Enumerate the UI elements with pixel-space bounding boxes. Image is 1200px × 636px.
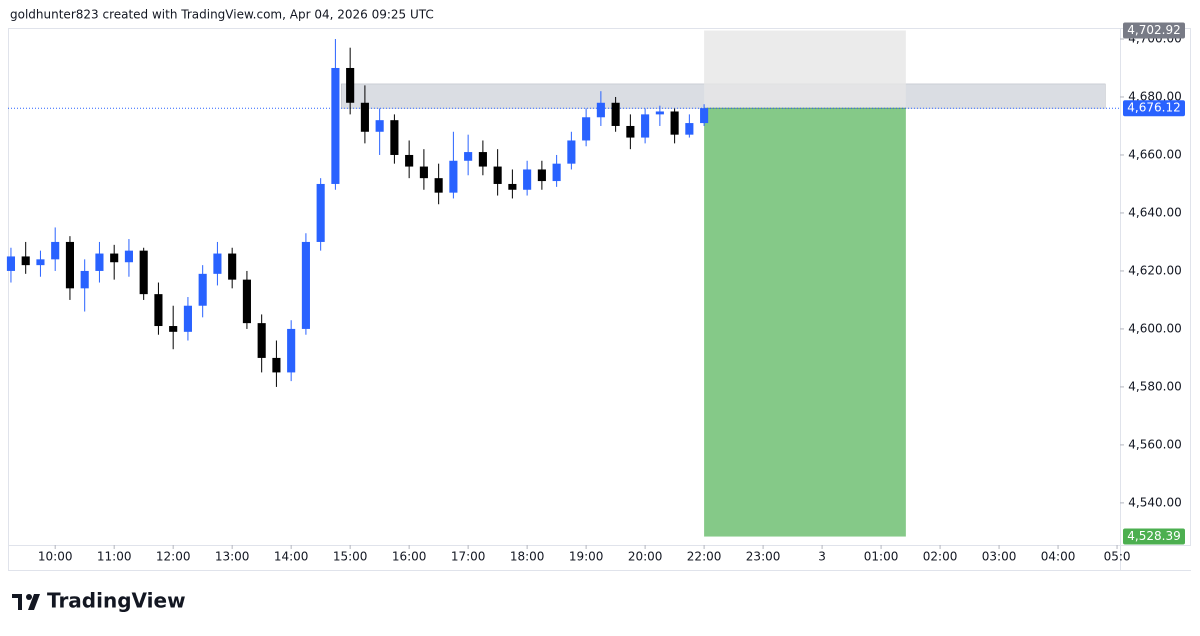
candle-body xyxy=(523,169,532,190)
logo-shape xyxy=(26,594,32,600)
x-tick-label: 12:00 xyxy=(156,550,191,564)
candle-body xyxy=(360,102,369,132)
y-tick-label: 4,580.00 xyxy=(1128,379,1181,393)
axes: 4,540.00 4,560.00 4,580.00 4,600.00 4,620.00… xyxy=(38,22,1200,570)
x-tick-label: 02:00 xyxy=(923,550,958,564)
x-tick-label: 22:00 xyxy=(687,550,722,564)
candle-body xyxy=(478,152,487,167)
candle-body xyxy=(287,328,296,373)
x-tick-label: 01:00 xyxy=(864,550,899,564)
candle-body xyxy=(36,259,45,266)
candle-body xyxy=(257,323,266,358)
candle-body xyxy=(464,152,473,161)
x-tick-label: 3 xyxy=(818,550,826,564)
candle-body xyxy=(700,108,709,124)
candle-body xyxy=(390,120,399,155)
x-tick-label: 15:00 xyxy=(333,550,368,564)
candle-body xyxy=(552,163,561,182)
candle-body xyxy=(198,273,207,306)
x-tick-label: 17:00 xyxy=(451,550,486,564)
candle-body xyxy=(80,270,89,289)
candle-body xyxy=(213,253,222,274)
candle-body xyxy=(434,178,443,193)
y-tick-label: 4,680.00 xyxy=(1128,89,1181,103)
candle-body xyxy=(655,111,664,115)
candle-body xyxy=(272,357,281,373)
candle-body xyxy=(685,123,694,135)
candle-body xyxy=(449,160,458,193)
candle-body xyxy=(169,326,178,332)
x-tick-label: 03:00 xyxy=(982,550,1017,564)
candle-body xyxy=(21,256,30,266)
stop-zone xyxy=(704,30,906,109)
x-tick-label: 19:00 xyxy=(569,550,604,564)
y-tick-label: 4,600.00 xyxy=(1128,321,1181,335)
candle-body xyxy=(596,102,605,118)
price-label: 4,528.39 xyxy=(1127,529,1180,543)
price-label: 4,702.92 xyxy=(1127,23,1180,37)
x-tick-label: 05:0 xyxy=(1104,550,1131,564)
logo-shape xyxy=(12,594,22,598)
axis-edge-cover xyxy=(1190,546,1200,570)
candle-body xyxy=(242,279,251,324)
brand-name: TradingView xyxy=(47,589,186,613)
candle-body xyxy=(154,294,163,327)
price-label-box xyxy=(1123,528,1185,545)
candle-body xyxy=(331,67,340,184)
candle-body xyxy=(537,169,546,182)
x-tick-label: 11:00 xyxy=(97,550,132,564)
x-tick-label: 20:00 xyxy=(628,550,663,564)
x-tick-label: 04:00 xyxy=(1041,550,1076,564)
chart-title: goldhunter823 created with TradingView.c… xyxy=(10,8,434,22)
candle-body xyxy=(301,241,310,329)
candle-body xyxy=(65,241,74,289)
x-tick-label: 14:00 xyxy=(274,550,309,564)
x-tick-label: 16:00 xyxy=(392,550,427,564)
candle-body xyxy=(228,253,237,280)
candle-body xyxy=(346,67,355,103)
candle-body xyxy=(375,120,384,132)
y-tick-label: 4,620.00 xyxy=(1128,263,1181,277)
x-tick-label: 10:00 xyxy=(38,550,73,564)
candle-body xyxy=(110,253,119,263)
x-tick-label: 18:00 xyxy=(510,550,545,564)
brand-logo: TradingView xyxy=(12,589,186,613)
candle-body xyxy=(626,125,635,138)
candle-body xyxy=(51,241,60,260)
candle-body xyxy=(582,117,591,141)
candle-body xyxy=(419,166,428,179)
y-tick-label: 4,560.00 xyxy=(1128,437,1181,451)
candle-body xyxy=(95,253,104,271)
price-label-box xyxy=(1123,100,1185,117)
y-tick-label: 4,540.00 xyxy=(1128,495,1181,509)
x-tick-label: 23:00 xyxy=(746,550,781,564)
candle-body xyxy=(670,111,679,135)
target-zone xyxy=(704,108,906,537)
candle-body xyxy=(124,250,133,263)
candle-body xyxy=(405,154,414,167)
candle-body xyxy=(316,183,325,242)
plot-area xyxy=(6,30,1120,537)
y-tick-label: 4,640.00 xyxy=(1128,205,1181,219)
candle-body xyxy=(139,250,148,295)
price-label-box xyxy=(1123,22,1185,39)
logo-shape xyxy=(18,594,22,610)
candle-body xyxy=(6,256,16,271)
logo-shape xyxy=(28,594,40,610)
candle-body xyxy=(183,305,192,332)
candle-body xyxy=(508,183,517,190)
chart-frame xyxy=(8,28,1191,571)
candle-body xyxy=(567,140,576,164)
x-tick-label: 13:00 xyxy=(215,550,250,564)
y-tick-label: 4,660.00 xyxy=(1128,147,1181,161)
candle-body xyxy=(493,166,502,184)
candle-body xyxy=(611,102,620,126)
candle-body xyxy=(641,114,650,138)
price-label: 4,676.12 xyxy=(1127,101,1180,115)
